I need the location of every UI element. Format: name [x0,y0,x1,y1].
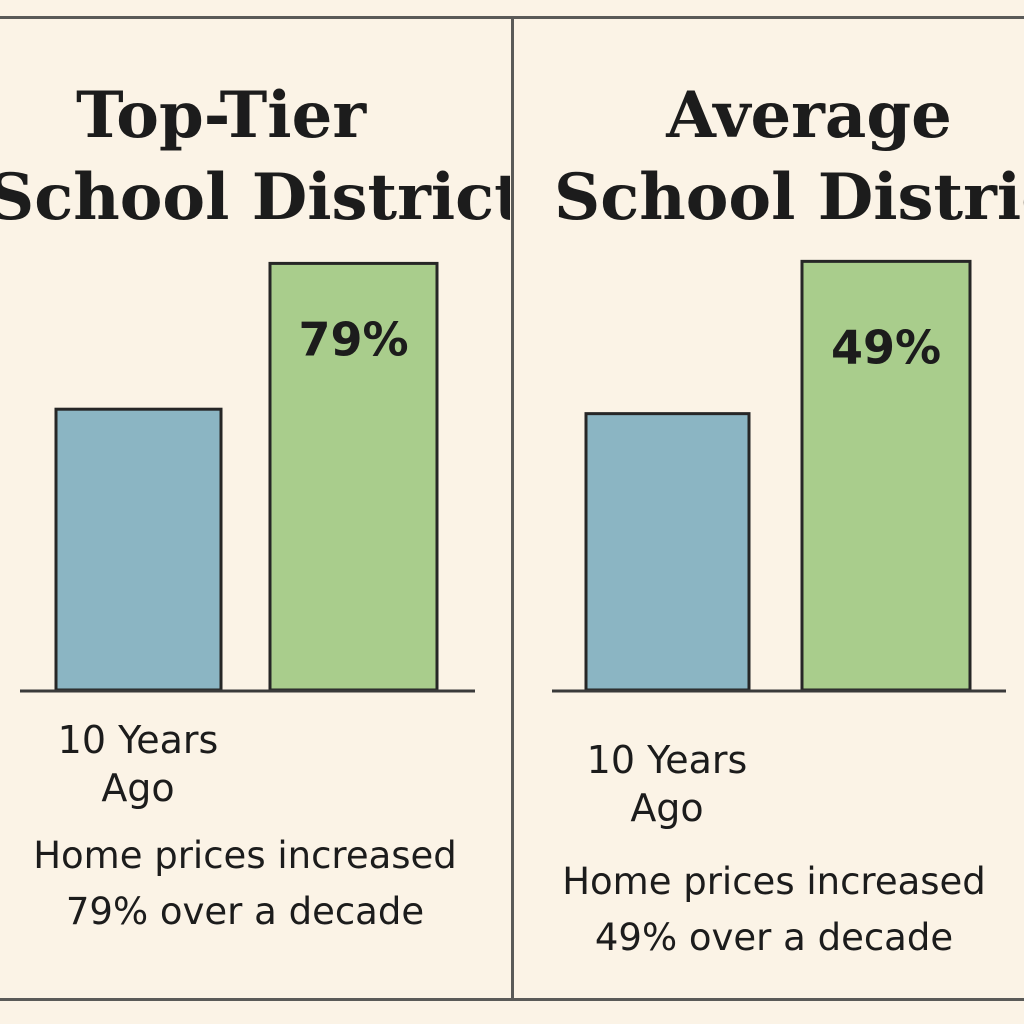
caption: Home prices increased 49% over a decade [529,854,1019,966]
bar-today [268,261,439,692]
category-label: 10 Years Ago [40,716,236,812]
title-line-1: Top-Tier [75,78,367,153]
bar-10-years-ago [584,412,751,692]
title-line-1: Average [666,78,952,153]
title-line-2: School District [0,160,510,235]
category-line-1: 10 Years [57,718,219,762]
top-tier-panel: Top-Tier School District 79% 10 Years Ag… [0,20,510,1000]
caption-line-2: 79% over a decade [65,890,425,933]
data-label-today: 49% [831,320,941,374]
chart-title: Top-Tier School District [0,75,510,239]
title-line-2: School District [554,160,1024,235]
bar-10-years-ago [54,407,223,692]
category-line-2: Ago [101,766,175,810]
data-label-today: 79% [298,312,408,366]
caption-line-1: Home prices increased [562,860,986,903]
average-panel: Average School District 49% 10 Years Ago… [514,20,1024,1000]
category-label: 10 Years Ago [569,736,765,832]
caption-line-1: Home prices increased [33,834,457,877]
category-line-2: Ago [630,786,704,830]
chart-title: Average School District [554,75,1024,239]
bar-plot: 49% [552,259,1006,693]
bar-plot: 79% [20,261,475,693]
caption-line-2: 49% over a decade [594,916,954,959]
bar-today [800,259,972,692]
caption: Home prices increased 79% over a decade [0,828,490,940]
category-line-1: 10 Years [586,738,748,782]
panel-divider [511,16,514,1001]
